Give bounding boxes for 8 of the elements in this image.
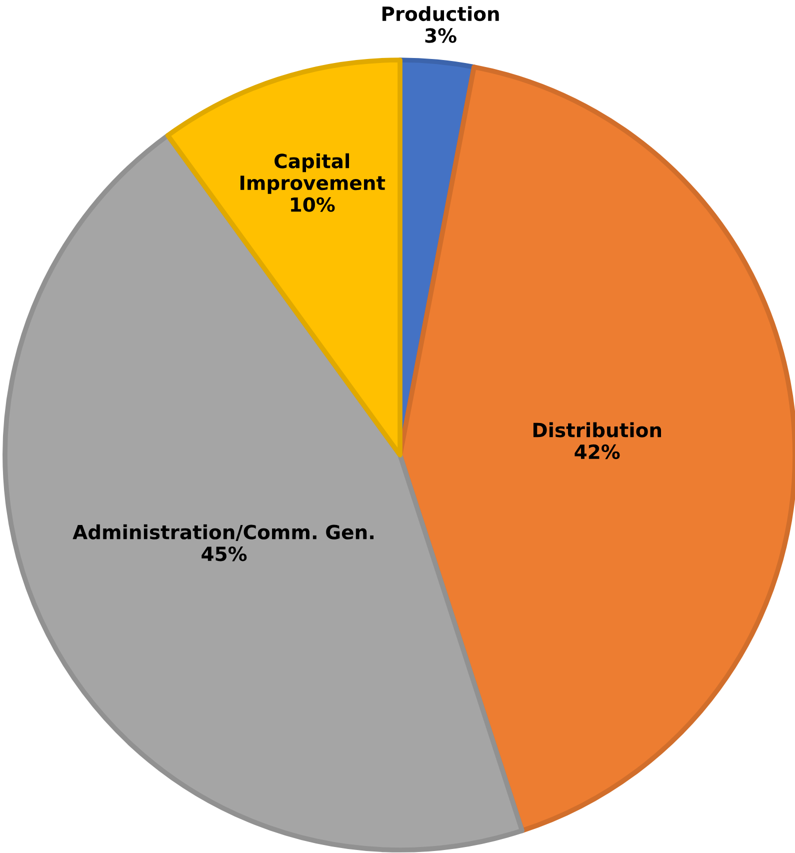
slice-label: Production (382, 6, 499, 22)
slice-label: Distribution (533, 422, 662, 438)
slice-label: Capital Improvement (240, 153, 386, 194)
slice-label: Administration/Comm. Gen. (72, 524, 374, 541)
data-label: 42% (574, 444, 620, 460)
data-label: 45% (202, 546, 247, 562)
data-label: 3% (425, 28, 456, 43)
data-label: 10% (291, 197, 335, 212)
